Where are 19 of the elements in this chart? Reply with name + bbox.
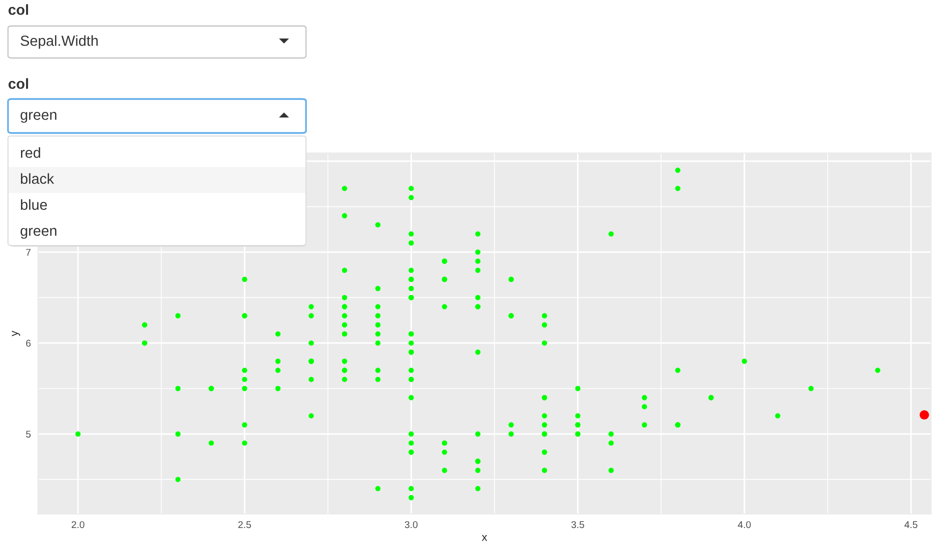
y-tick-label: 6	[26, 340, 31, 347]
y-tick-label: 7	[26, 248, 31, 256]
x-tick-label: 2.5	[238, 521, 251, 528]
annotation: black	[20, 173, 54, 184]
annotation: blue	[20, 199, 47, 210]
y-axis-title: y	[12, 330, 20, 336]
x-tick-label: 4.0	[738, 521, 751, 528]
y-tick-label: 5	[26, 430, 31, 438]
x-tick-label: 3.5	[571, 521, 584, 528]
x-tick-label: 4.5	[904, 521, 918, 528]
text: col	[8, 4, 28, 15]
text: Sepal.Width	[20, 35, 98, 49]
text: col	[8, 78, 28, 89]
x-tick-label: 2.0	[72, 521, 84, 528]
x-tick-label: 3.0	[404, 521, 418, 528]
annotation: red	[20, 147, 40, 158]
annotation: green	[20, 228, 56, 239]
text: green	[20, 112, 56, 123]
x-axis-title: x	[482, 534, 488, 541]
